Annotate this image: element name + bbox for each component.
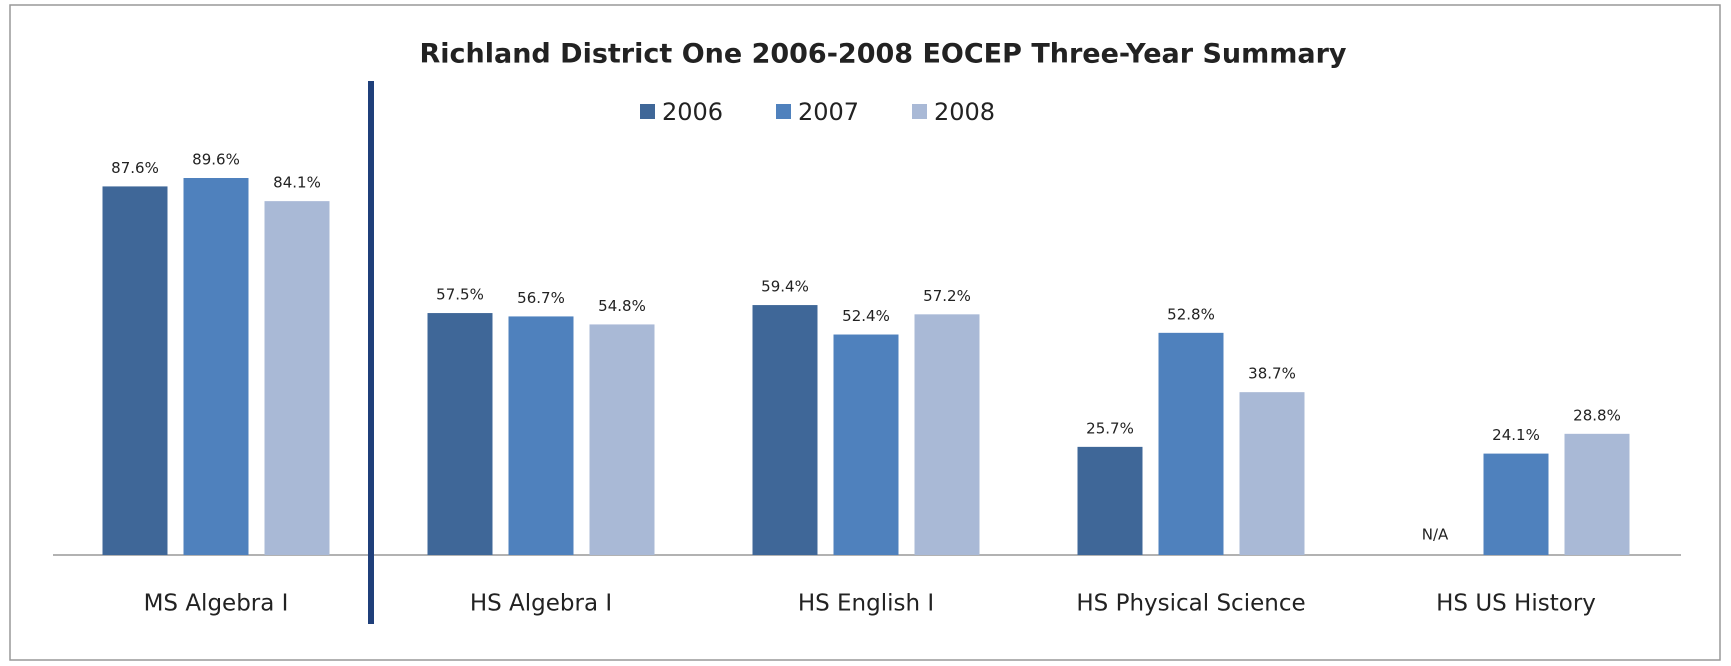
value-label: 38.7% [1248,365,1296,383]
legend-label: 2007 [798,98,859,126]
bar [183,178,249,555]
bar [508,316,574,555]
x-tick-label: MS Algebra I [144,591,289,617]
bar [1483,453,1549,555]
value-label: 52.8% [1167,305,1215,323]
value-label: 24.1% [1492,426,1540,444]
value-label: 89.6% [192,151,240,169]
legend-swatch [640,104,655,119]
value-label: 52.4% [842,307,890,325]
bar [752,305,818,555]
bar [1564,433,1630,555]
x-tick-label: HS English I [798,591,934,617]
bar [914,314,980,555]
legend-label: 2006 [662,98,723,126]
bar [1077,446,1143,555]
x-tick-label: HS Physical Science [1076,591,1305,617]
bar [1239,392,1305,555]
bar [264,201,330,556]
value-label: 56.7% [517,289,565,307]
bar [589,324,655,555]
value-label: 57.5% [436,286,484,304]
value-label: N/A [1422,526,1449,544]
value-label: 25.7% [1086,419,1134,437]
value-label: 28.8% [1573,406,1621,424]
value-label: 84.1% [273,174,321,192]
bar [102,186,168,556]
legend-swatch [776,104,791,119]
value-label: 59.4% [761,278,809,296]
legend-swatch [912,104,927,119]
value-label: 87.6% [111,159,159,177]
bar [427,313,493,555]
value-label: 57.2% [923,287,971,305]
legend-label: 2008 [934,98,995,126]
x-tick-label: HS US History [1436,591,1596,617]
x-tick-label: HS Algebra I [470,591,612,617]
bar [833,334,899,555]
value-label: 54.8% [598,297,646,315]
chart-title: Richland District One 2006-2008 EOCEP Th… [419,39,1346,70]
bar [1158,332,1224,555]
